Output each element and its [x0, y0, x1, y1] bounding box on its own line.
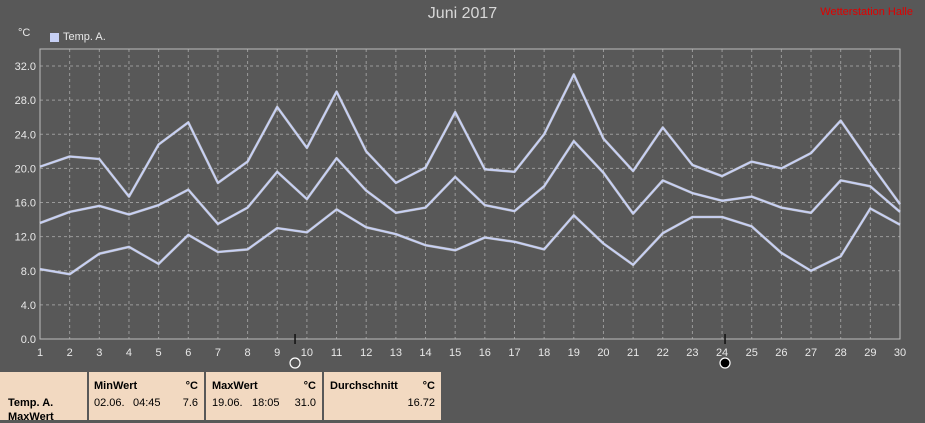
x-tick-label: 20: [597, 347, 609, 359]
x-tick-label: 26: [775, 347, 787, 359]
stats-avg-cell: Durchschnitt °C 16.72: [324, 372, 441, 420]
max-marker-icon: [719, 357, 731, 369]
stats-series-label: Temp. A.: [8, 397, 54, 409]
x-tick-label: 5: [156, 347, 162, 359]
series-line-halo-min: [39, 207, 901, 276]
y-tick-label: 28.0: [15, 95, 36, 107]
x-tick-label: 13: [390, 347, 402, 359]
min-marker-icon: [289, 357, 301, 369]
x-tick-label: 9: [274, 347, 280, 359]
y-unit-label: °C: [18, 27, 31, 39]
stats-min-cell: MinWert °C 02.06. 04:45 7.6: [89, 372, 204, 420]
max-header: MaxWert: [212, 380, 258, 392]
x-tick-label: 8: [245, 347, 251, 359]
x-tick-label: 23: [686, 347, 698, 359]
legend-label: Temp. A.: [63, 31, 106, 43]
station-label: Wetterstation Halle: [820, 6, 913, 18]
y-tick-label: 8.0: [21, 266, 36, 278]
x-tick-label: 15: [449, 347, 461, 359]
x-tick-label: 4: [126, 347, 132, 359]
x-tick-label: 29: [864, 347, 876, 359]
series-line-max: [39, 73, 901, 205]
series-line-halo-avg: [39, 139, 901, 226]
avg-unit: °C: [422, 380, 435, 392]
max-time: 18:05: [252, 397, 280, 409]
x-tick-label: 2: [67, 347, 73, 359]
max-value: 31.0: [294, 397, 316, 409]
x-tick-label: 21: [627, 347, 639, 359]
x-tick-label: 18: [538, 347, 550, 359]
max-unit: °C: [303, 380, 316, 392]
x-tick-label: 25: [746, 347, 758, 359]
y-tick-label: 24.0: [15, 129, 36, 141]
x-tick-label: 30: [894, 347, 906, 359]
y-tick-label: 12.0: [15, 232, 36, 244]
x-tick-label: 22: [657, 347, 669, 359]
min-unit: °C: [185, 380, 198, 392]
x-tick-label: 28: [835, 347, 847, 359]
x-tick-label: 11: [331, 347, 342, 359]
x-tick-label: 17: [508, 347, 520, 359]
series-line-avg: [39, 140, 901, 225]
x-tick-label: 19: [568, 347, 580, 359]
avg-value: 16.72: [407, 397, 435, 409]
x-tick-label: 12: [360, 347, 372, 359]
x-tick-label: 27: [805, 347, 817, 359]
stats-max-cell: MaxWert °C 19.06. 18:05 31.0: [206, 372, 322, 420]
x-tick-label: 6: [185, 347, 191, 359]
temperature-chart: 0.04.08.012.016.020.024.028.032.01 2 3 4 5 6 7…: [15, 48, 906, 369]
chart-legend: Temp. A.: [50, 31, 106, 43]
stats-row-label: MaxWert: [8, 411, 54, 423]
stats-series-cell: Temp. A. MaxWert: [0, 372, 87, 423]
x-tick-label: 14: [419, 347, 431, 359]
max-date: 19.06.: [212, 397, 243, 409]
y-tick-label: 0.0: [21, 334, 36, 346]
min-value: 7.6: [182, 397, 198, 409]
min-date: 02.06.: [94, 397, 125, 409]
x-tick-label: 3: [96, 347, 102, 359]
x-tick-label: 16: [479, 347, 491, 359]
min-header: MinWert: [94, 380, 138, 392]
y-tick-label: 16.0: [15, 198, 36, 210]
series-line-min: [39, 207, 901, 276]
plot-frame: [39, 48, 901, 340]
y-tick-label: 4.0: [21, 300, 36, 312]
chart-title: Juni 2017: [427, 5, 498, 22]
x-tick-label: 7: [215, 347, 221, 359]
x-tick-label: 1: [37, 347, 43, 359]
x-tick-label: 24: [716, 347, 728, 359]
min-time: 04:45: [133, 397, 161, 409]
legend-swatch: [50, 32, 59, 42]
stats-table: Temp. A. MaxWert MinWert °C 02.06. 04:45…: [0, 370, 925, 423]
chart-area: 0.0 4.0 8.0 12.0 16.0 20.0 24.0 28.0 32.0 1 2 3 4 5 6 7…: [14, 5, 913, 369]
y-tick-label: 32.0: [15, 61, 36, 73]
x-tick-label: 10: [301, 347, 313, 359]
y-tick-label: 20.0: [15, 163, 36, 175]
avg-header: Durchschnitt: [330, 380, 398, 392]
